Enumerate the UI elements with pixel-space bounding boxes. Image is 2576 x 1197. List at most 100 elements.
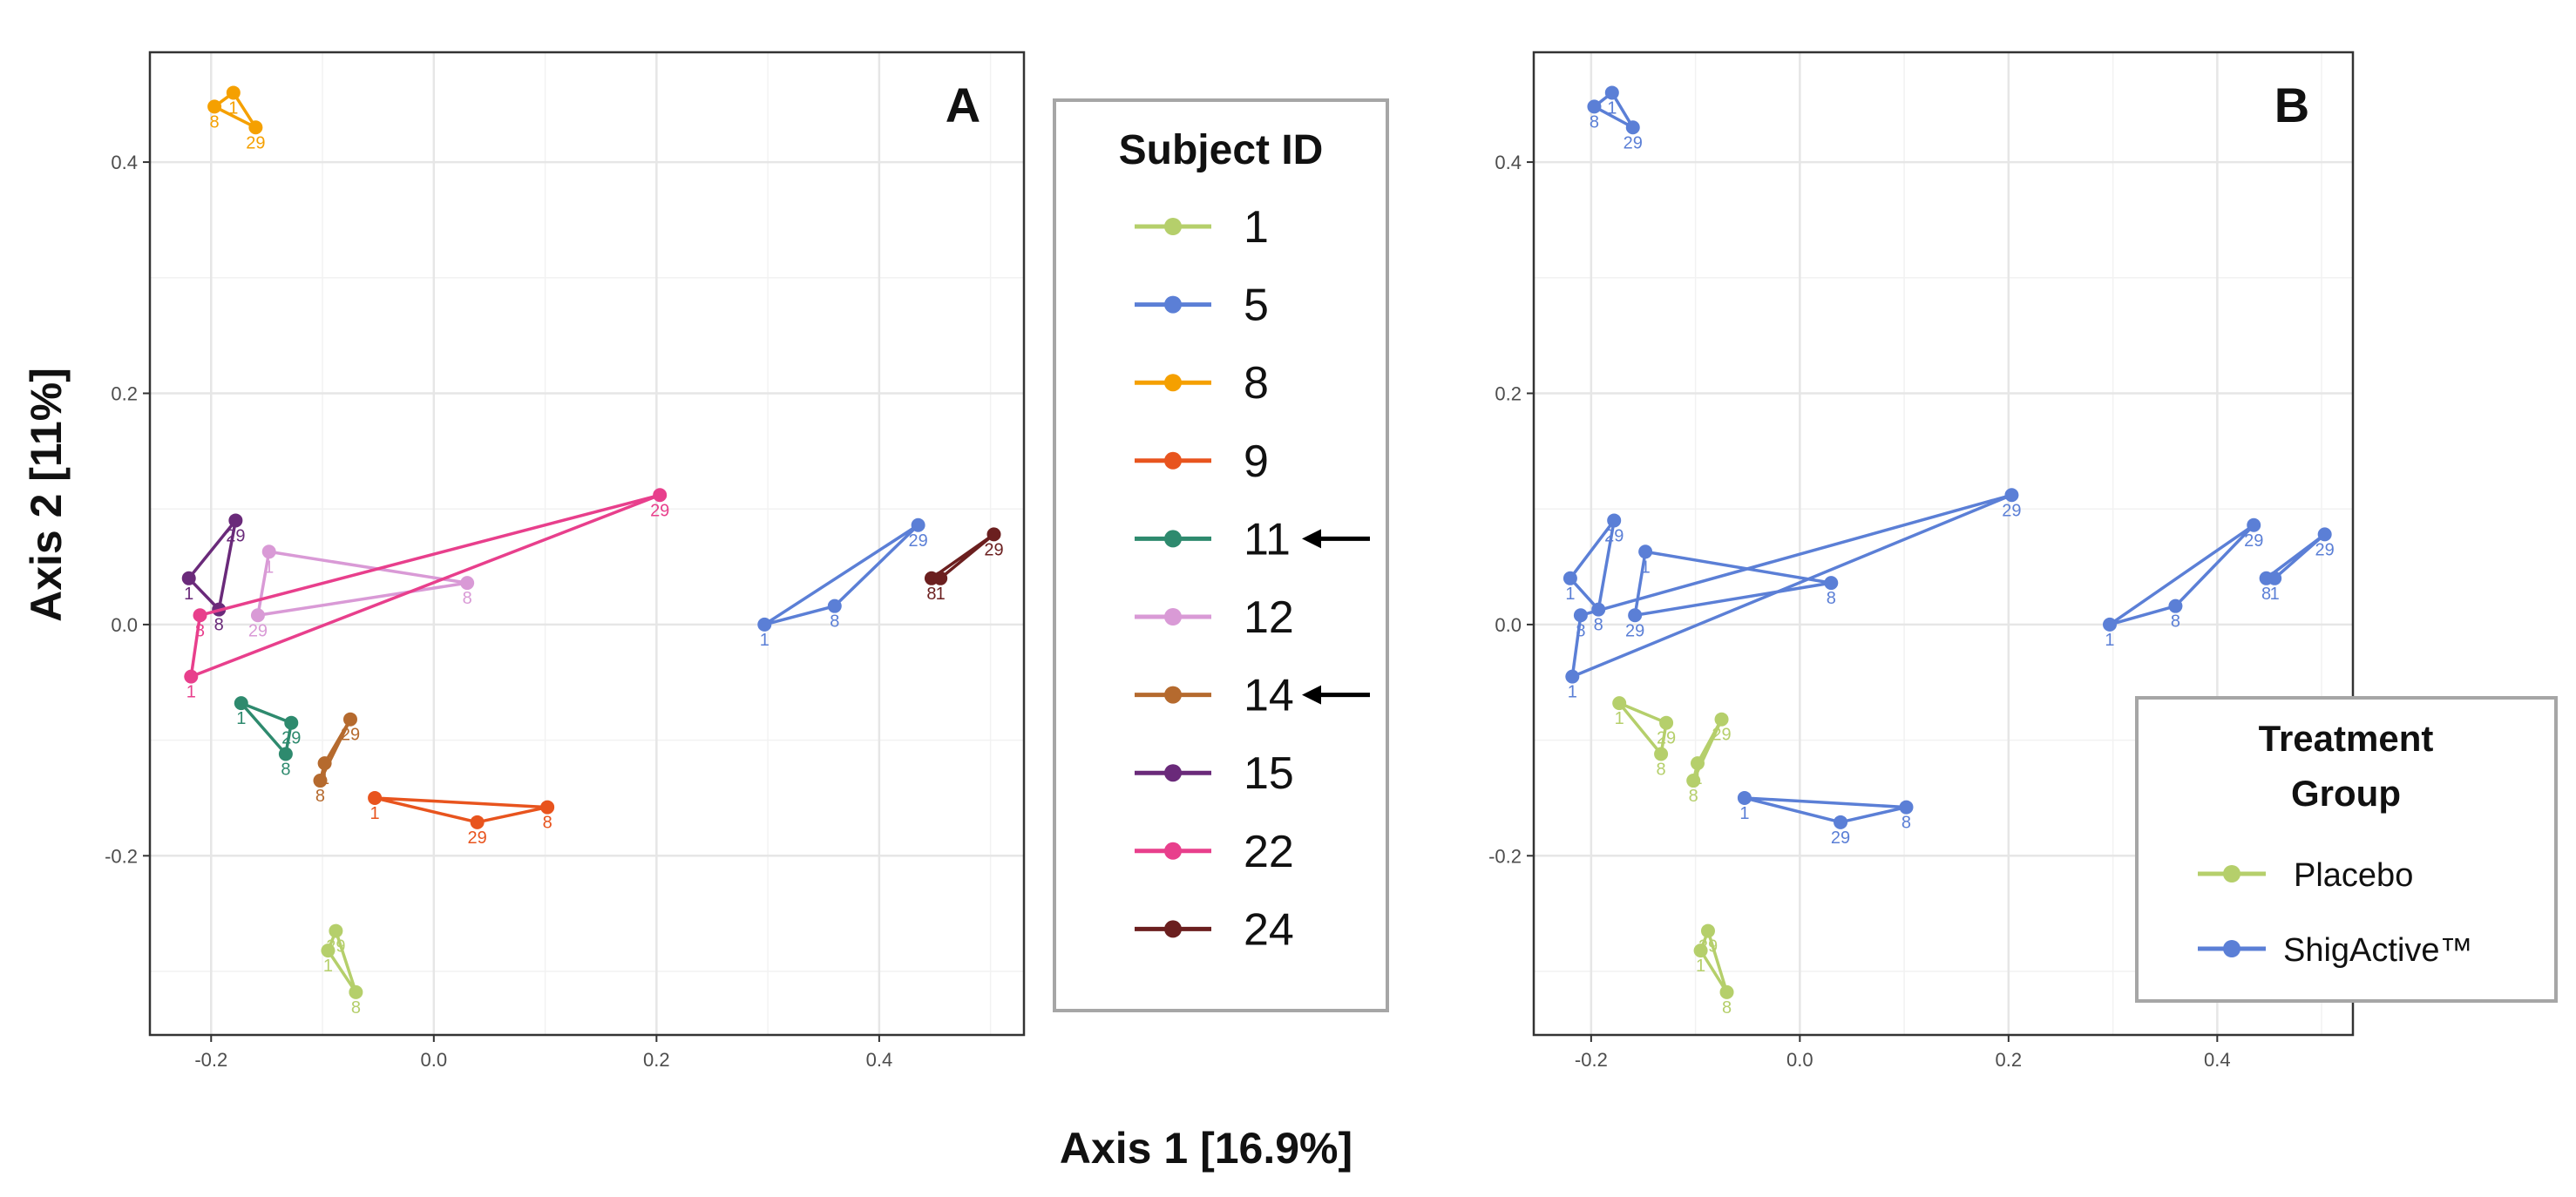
subject-14-trajectory <box>1691 717 1724 782</box>
legend-key-point <box>1164 530 1182 548</box>
subject-5-point <box>911 517 925 532</box>
day-label: 1 <box>2105 631 2114 650</box>
subject-8-trajectory <box>1592 91 1635 130</box>
day-label: 29 <box>246 133 265 152</box>
subject-24-point <box>986 527 1001 542</box>
day-label: 29 <box>650 501 669 520</box>
subject-1-point <box>1693 943 1708 958</box>
treatment-legend-title-line2: Group <box>2291 773 2401 814</box>
subject-22-point <box>193 608 207 623</box>
day-label: 1 <box>1565 585 1575 604</box>
day-label: 8 <box>351 998 361 1018</box>
day-label: 8 <box>926 585 936 604</box>
arrowhead-icon <box>1302 685 1321 705</box>
subject-24-point <box>2317 527 2332 542</box>
subject-14-trajectory <box>318 717 352 782</box>
day-label: 8 <box>195 621 205 640</box>
day-label: 29 <box>1698 937 1718 957</box>
subject-9-trajectory <box>373 796 549 824</box>
subject-8-point <box>248 120 263 135</box>
subject-22-point <box>2004 488 2019 503</box>
subject-1-point <box>1700 923 1715 938</box>
day-label: 29 <box>908 531 927 551</box>
legend-key-point <box>2223 865 2240 883</box>
subject-24-point <box>933 571 948 585</box>
day-label: 29 <box>2244 531 2263 551</box>
y-tick-label: 0.2 <box>111 382 138 404</box>
day-label: 29 <box>1624 133 1643 152</box>
legend-item-subject-22: 22 <box>1244 827 1294 877</box>
subject-15-trajectory <box>186 518 238 612</box>
day-label: 29 <box>2002 501 2021 520</box>
subject-22-point <box>653 488 668 503</box>
subject-legend-title: Subject ID <box>1119 127 1324 173</box>
legend-key-point <box>1164 218 1182 235</box>
y-tick-label: 0.4 <box>111 152 138 173</box>
day-label: 8 <box>1594 616 1603 635</box>
subject-22-point <box>184 669 199 684</box>
subject-12-point <box>250 608 265 623</box>
subject-14-point <box>313 774 328 788</box>
day-label: 8 <box>1901 814 1911 833</box>
legend-key-point <box>2223 940 2240 957</box>
subject-12-trajectory <box>1633 550 1834 618</box>
panel-background <box>150 52 1024 1035</box>
day-label: 29 <box>226 526 245 545</box>
subject-8-point <box>226 85 241 100</box>
day-label: 1 <box>1615 709 1624 728</box>
treatment-legend: Treatment Group Placebo ShigActive™ <box>2135 696 2558 1003</box>
day-label: 8 <box>830 612 839 632</box>
day-label: 1 <box>2270 585 2280 604</box>
y-tick-label: 0.4 <box>1495 152 1522 173</box>
day-label: 8 <box>543 814 552 833</box>
day-label: 1 <box>1739 804 1749 823</box>
legend-key-point <box>1164 764 1182 782</box>
day-label: 29 <box>1712 726 1731 745</box>
legend-key-point <box>1164 920 1182 938</box>
day-label: 1 <box>228 98 238 118</box>
subject-22-point <box>1565 669 1580 684</box>
subject-15-point <box>181 571 196 585</box>
subject-1-trajectory <box>1698 929 1729 994</box>
subject-9-point <box>1834 815 1848 829</box>
day-label: 29 <box>248 621 268 640</box>
subject-8-point <box>1587 99 1602 114</box>
day-label: 8 <box>210 112 220 132</box>
subject-legend-box <box>1053 98 1389 1012</box>
subject-1-point <box>321 943 336 958</box>
legend-item-subject-5: 5 <box>1244 281 1269 331</box>
day-label: 1 <box>323 957 333 976</box>
subject-15-point <box>1607 513 1622 528</box>
subject-12-point <box>1638 544 1653 559</box>
panel-a: -0.2 0.0 0.2 0.4-0.20.00.20.4A1298182981291… <box>105 51 1026 1071</box>
legend-item-group: Placebo <box>2294 857 2413 894</box>
day-label: 29 <box>341 726 360 745</box>
y-tick-label: -0.2 <box>105 845 138 867</box>
legend-key-point <box>1164 451 1182 470</box>
legend-key-point <box>1164 374 1182 392</box>
subject-22-trajectory <box>189 493 661 679</box>
subject-15-point <box>1563 571 1577 585</box>
x-tick-label: -0.2 <box>1575 1049 1608 1071</box>
subject-9-point <box>470 815 485 829</box>
subject-11-point <box>278 747 293 761</box>
day-label: 29 <box>468 828 487 848</box>
legend-item-subject-11: 11 <box>1244 514 1291 565</box>
subject-8-point <box>1604 85 1619 100</box>
day-label: 29 <box>1831 828 1850 848</box>
day-label: 29 <box>326 937 345 957</box>
legend-item-subject-1: 1 <box>1244 202 1269 253</box>
legend-item-subject-14: 14 <box>1244 671 1294 721</box>
subject-8-point <box>207 99 222 114</box>
subject-8-point <box>1625 120 1640 135</box>
day-label: 1 <box>370 804 380 823</box>
subject-8-trajectory <box>213 91 258 130</box>
subject-14-point <box>1714 712 1729 727</box>
day-label: 29 <box>281 729 301 748</box>
x-tick-label: 0.2 <box>643 1049 670 1071</box>
arrowhead-icon <box>1302 529 1321 549</box>
subject-5-point <box>2247 517 2261 532</box>
subject-12-point <box>1628 608 1643 623</box>
day-label: 8 <box>2171 612 2180 632</box>
